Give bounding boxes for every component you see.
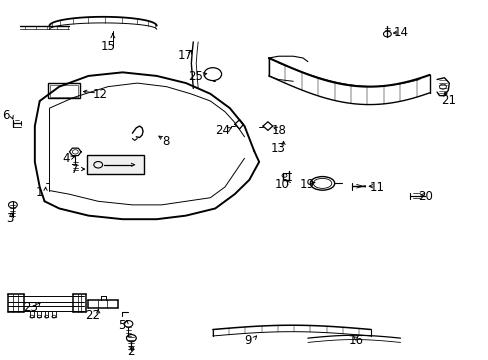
Text: 4: 4 <box>62 152 70 165</box>
Text: 9: 9 <box>244 334 252 347</box>
Text: 7: 7 <box>71 163 79 176</box>
Text: 13: 13 <box>270 142 285 155</box>
Text: 14: 14 <box>393 26 408 40</box>
Text: 15: 15 <box>101 40 115 53</box>
Text: 19: 19 <box>299 177 314 190</box>
Text: 3: 3 <box>6 212 13 225</box>
Text: 12: 12 <box>93 88 107 101</box>
Text: 20: 20 <box>418 190 432 203</box>
Text: 17: 17 <box>177 49 192 62</box>
Text: 1: 1 <box>36 186 43 199</box>
Text: 11: 11 <box>369 181 384 194</box>
Text: 10: 10 <box>275 177 289 190</box>
FancyBboxPatch shape <box>87 155 143 175</box>
Text: 23: 23 <box>23 301 38 314</box>
Text: 16: 16 <box>348 334 364 347</box>
Text: 22: 22 <box>85 309 100 322</box>
Text: 2: 2 <box>127 345 135 357</box>
Text: 25: 25 <box>188 70 203 83</box>
Text: 5: 5 <box>118 319 125 332</box>
Text: 18: 18 <box>272 124 286 137</box>
Text: 8: 8 <box>162 135 169 148</box>
Text: 21: 21 <box>440 94 455 107</box>
Text: 24: 24 <box>215 124 229 137</box>
Text: 6: 6 <box>2 109 9 122</box>
Circle shape <box>383 31 390 37</box>
